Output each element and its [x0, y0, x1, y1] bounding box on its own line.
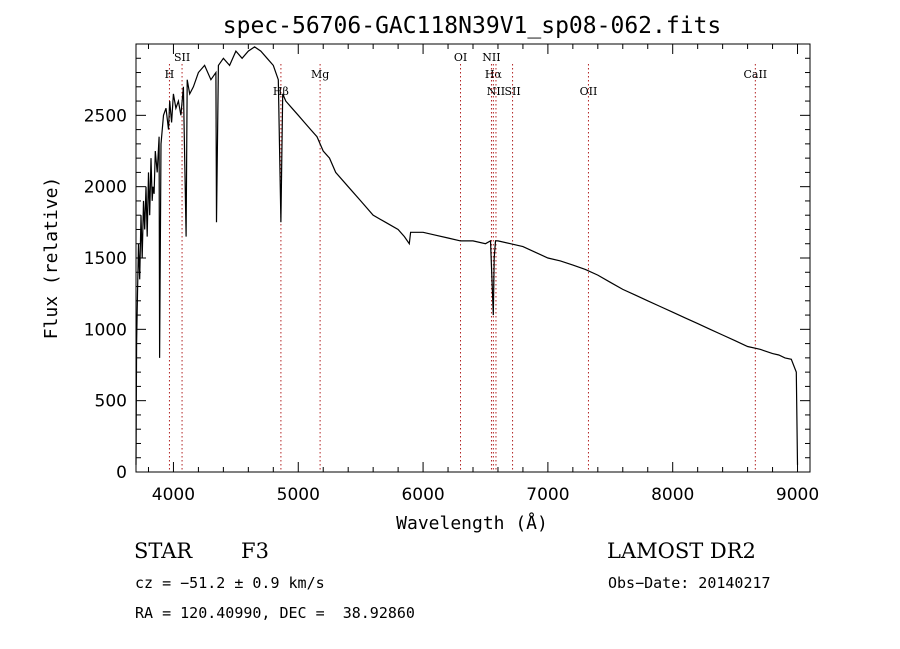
observation-date: Obs−Date: 20140217: [608, 574, 771, 592]
x-tick-label-6000: 6000: [401, 485, 444, 505]
y-tick-label-1500: 1500: [84, 249, 127, 269]
x-axis: 4000 5000 6000 7000 8000 9000: [147, 44, 819, 505]
line-label-2: Hβ: [273, 85, 289, 98]
survey-name: LAMOST DR2: [607, 539, 756, 563]
spectrum-series: [135, 46, 799, 465]
y-tick-label-1000: 1000: [84, 320, 127, 340]
x-tick-label-4000: 4000: [152, 485, 195, 505]
y-tick-label-0: 0: [116, 463, 127, 483]
object-subclass: F3: [241, 539, 269, 563]
y-axis-label: Flux (relative): [41, 177, 62, 340]
object-type: STAR: [134, 539, 193, 563]
line-label-9: OII: [580, 85, 598, 98]
x-tick-label-5000: 5000: [277, 485, 320, 505]
redshift-info: cz = −51.2 ± 0.9 km/s: [135, 574, 325, 592]
plot-frame: [135, 43, 811, 473]
x-tick-label-7000: 7000: [526, 485, 569, 505]
line-label-1: SII: [174, 51, 190, 64]
line-label-6: Hα: [485, 68, 503, 81]
y-axis: 0 500 1000 1500 2000 2500: [84, 57, 810, 483]
y-tick-label-500: 500: [95, 392, 127, 412]
x-axis-label: Wavelength (Å): [396, 512, 548, 534]
coordinates-info: RA = 120.40990, DEC = 38.92860: [135, 604, 415, 622]
line-label-3: Mg: [311, 68, 329, 81]
line-label-7: NII: [487, 85, 505, 98]
line-label-8: SII: [504, 85, 520, 98]
x-tick-label-8000: 8000: [651, 485, 694, 505]
y-tick-label-2000: 2000: [84, 178, 127, 198]
spectrum-line-0: [135, 46, 799, 465]
line-label-5: NII: [482, 51, 500, 64]
x-tick-label-9000: 9000: [776, 485, 819, 505]
y-tick-label-2500: 2500: [84, 106, 127, 126]
line-label-0: H: [165, 68, 175, 81]
line-label-10: CaII: [743, 68, 767, 81]
chart-title: spec-56706-GAC118N39V1_sp08-062.fits: [223, 13, 722, 39]
line-label-4: OI: [454, 51, 467, 64]
